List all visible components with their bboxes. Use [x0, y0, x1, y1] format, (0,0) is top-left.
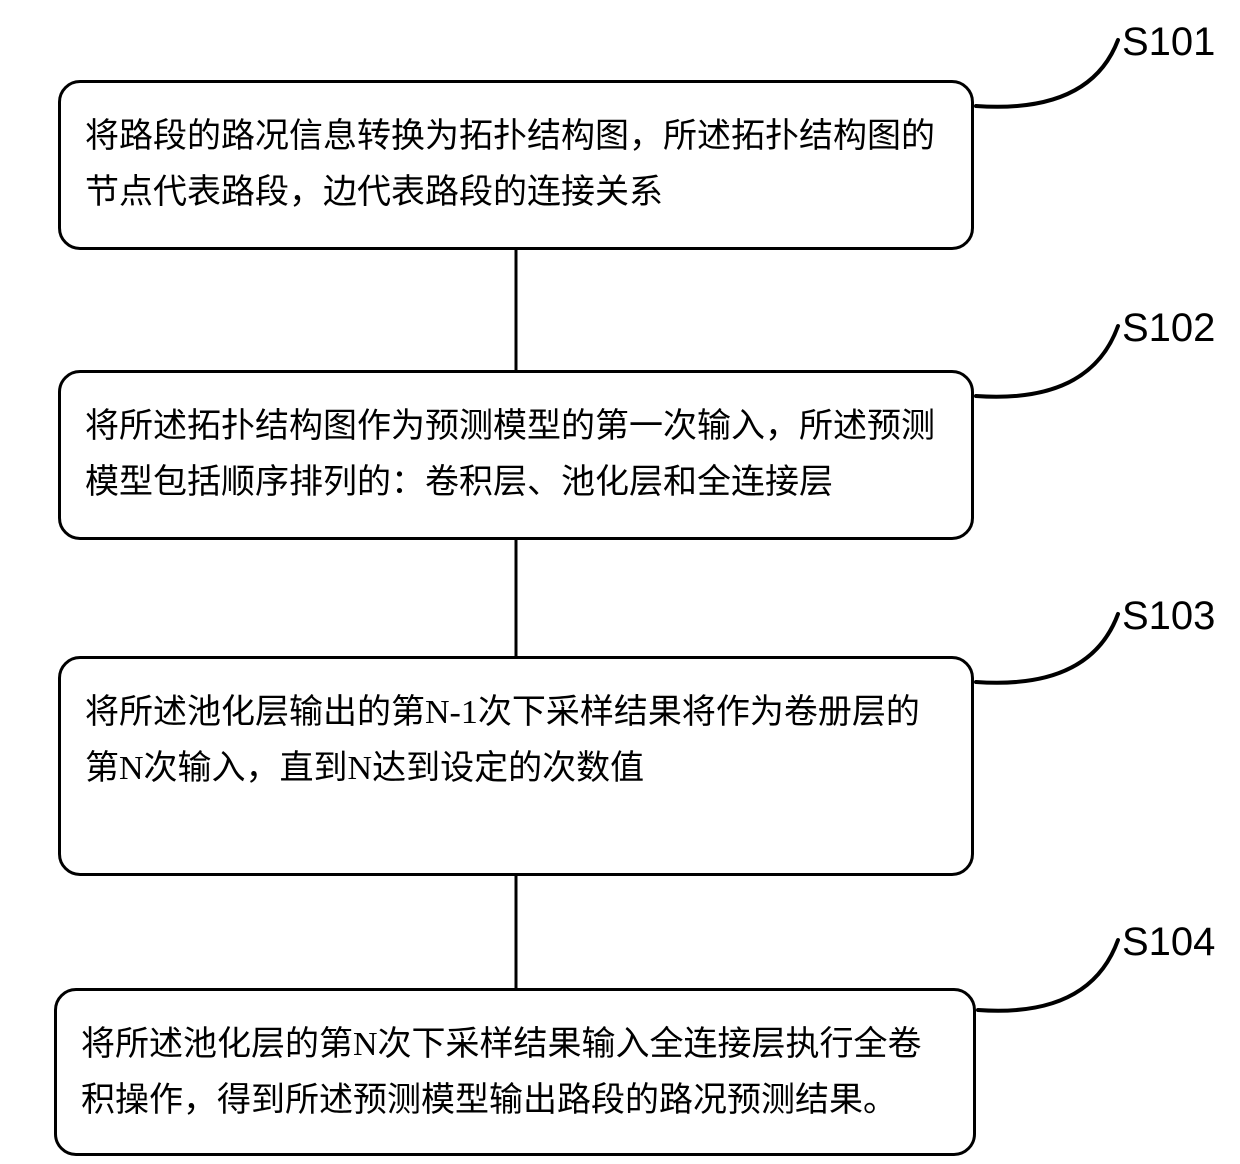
- connector-line: [0, 0, 1240, 1164]
- flowchart-canvas: 将路段的路况信息转换为拓扑结构图，所述拓扑结构图的节点代表路段，边代表路段的连接…: [0, 0, 1240, 1164]
